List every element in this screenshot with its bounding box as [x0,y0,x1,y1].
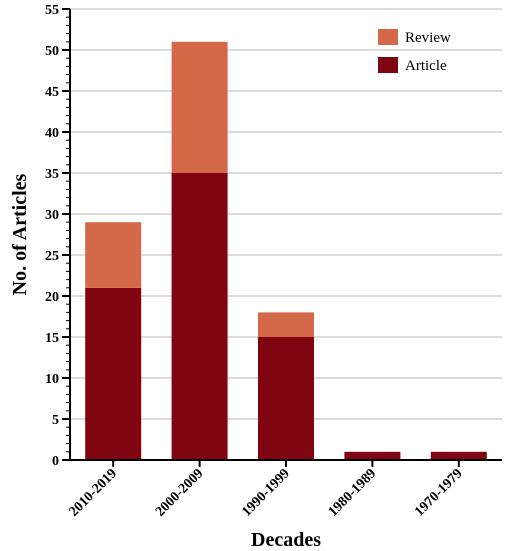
bar-review-2000-2009 [171,41,228,173]
gridlines [70,8,502,420]
bar-article-2010-2019 [85,287,142,460]
bar-article-1980-1989 [344,451,401,460]
y-tick-label: 55 [45,3,59,18]
y-tick-label: 45 [45,85,59,100]
legend-swatch-article [378,57,398,73]
y-tick-label: 30 [45,208,59,223]
y-tick-label: 15 [45,331,59,346]
legend: Review Article [378,29,451,74]
legend-swatch-review [378,29,398,45]
y-tick-label: 40 [45,126,59,141]
y-tick-label: 10 [45,372,59,387]
x-tick-label: 1980-1989 [326,466,380,520]
y-tick-label: 35 [45,167,59,182]
y-tick-label: 25 [45,249,59,264]
y-tick-label: 50 [45,44,59,59]
bar-article-1970-1979 [430,451,487,460]
x-tick-label: 2000-2009 [153,466,207,520]
bar-review-2010-2019 [85,222,142,288]
y-tick-label: 5 [52,413,59,428]
legend-label-review: Review [405,30,451,46]
y-tick-label: 0 [52,454,59,469]
y-tick-label: 20 [45,290,59,305]
y-axis-title: No. of Articles [9,173,31,295]
bar-article-1990-1999 [258,337,314,460]
x-axis-title: Decades [251,529,321,551]
x-tick-label: 1970-1979 [412,466,466,520]
x-tick-label: 2010-2019 [67,466,121,520]
bar-review-1990-1999 [258,312,314,337]
bars [85,41,487,460]
x-tick-label: 1990-1999 [239,466,293,520]
bar-article-2000-2009 [171,173,228,460]
legend-label-article: Article [405,58,447,74]
